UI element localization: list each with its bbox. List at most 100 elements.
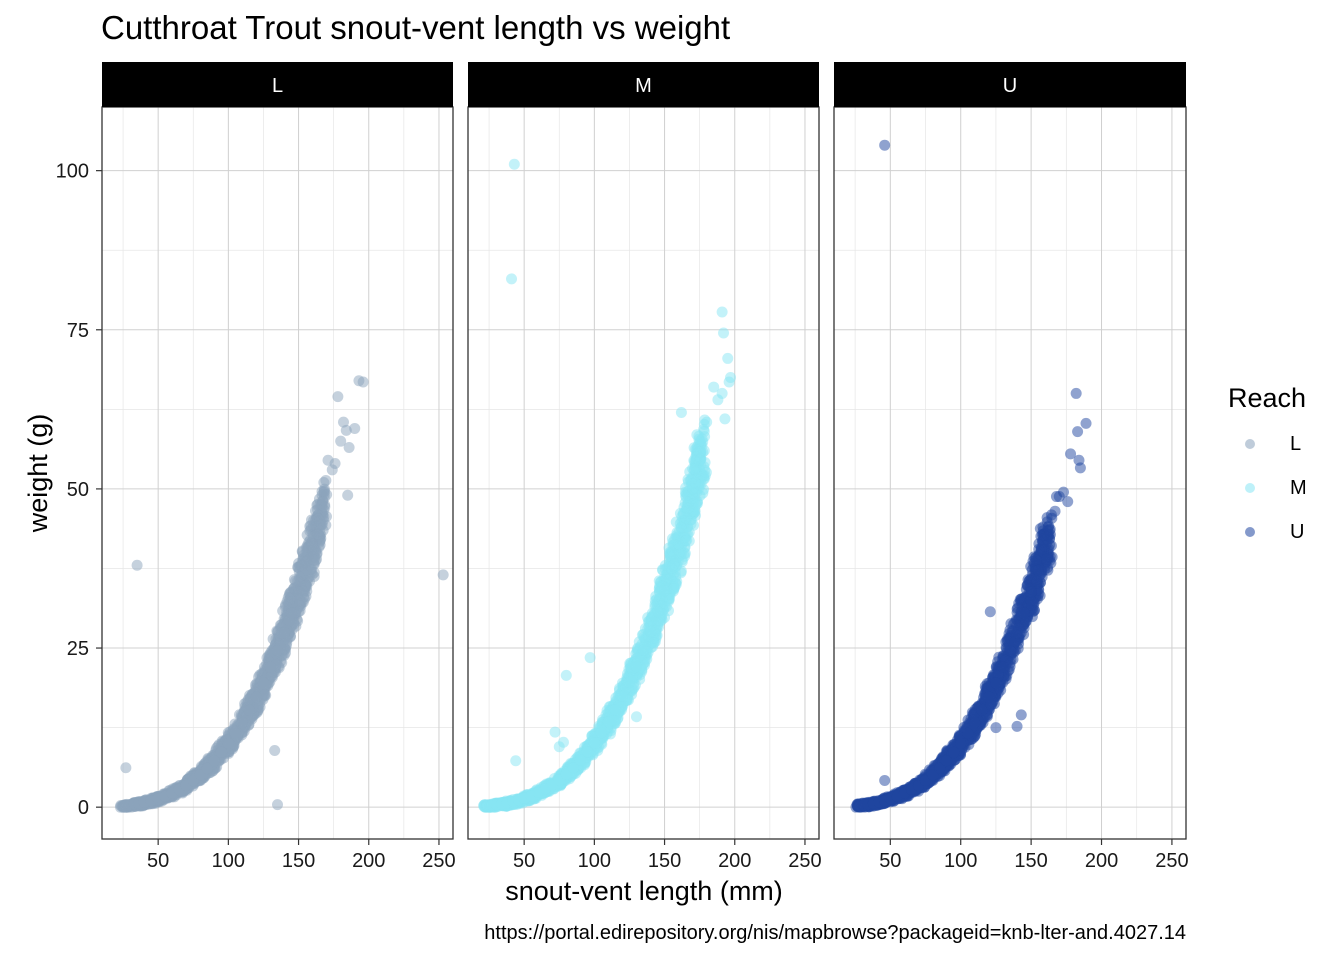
data-point — [321, 489, 333, 501]
data-point — [941, 755, 953, 767]
data-point — [716, 387, 728, 399]
data-point — [675, 522, 687, 534]
facet-strip — [102, 62, 453, 107]
data-point — [269, 745, 281, 757]
data-point — [332, 391, 344, 403]
x-tick-label: 100 — [944, 850, 977, 872]
data-point — [208, 755, 220, 767]
data-point — [313, 528, 325, 540]
legend-label-l: L — [1290, 432, 1302, 455]
legend-label-m: M — [1290, 476, 1307, 499]
data-point — [266, 670, 278, 682]
data-point — [719, 413, 731, 425]
x-tick-label: 200 — [718, 850, 751, 872]
data-point — [322, 454, 334, 466]
data-point — [1062, 496, 1074, 508]
data-point — [272, 645, 283, 657]
data-point — [314, 515, 326, 527]
data-point — [698, 461, 710, 473]
data-point — [645, 625, 657, 637]
data-point — [666, 562, 678, 574]
data-point — [549, 726, 561, 738]
data-point — [680, 512, 692, 524]
data-point — [1070, 387, 1082, 399]
x-tick-label: 150 — [282, 850, 315, 872]
data-point — [305, 520, 317, 532]
data-point — [349, 422, 361, 434]
data-point — [632, 652, 644, 664]
data-point — [725, 372, 737, 384]
data-point — [616, 690, 628, 702]
facet-strip-label: U — [1003, 75, 1017, 97]
data-point — [696, 469, 708, 481]
data-point — [602, 716, 614, 728]
data-point — [1011, 720, 1023, 732]
legend-item-m: M — [1228, 466, 1338, 510]
data-point — [976, 704, 988, 716]
data-point — [1011, 627, 1023, 639]
data-point — [357, 376, 369, 388]
data-point — [927, 769, 939, 781]
x-tick-label: 100 — [578, 850, 611, 872]
data-point — [319, 501, 331, 513]
panel-background — [102, 107, 453, 839]
data-point — [990, 722, 1002, 734]
data-point — [673, 538, 685, 550]
data-point — [229, 727, 241, 739]
x-tick-label: 50 — [879, 850, 901, 872]
data-point — [326, 464, 338, 476]
data-point — [955, 738, 967, 750]
data-point — [506, 273, 518, 285]
data-point — [722, 352, 734, 364]
data-point — [718, 327, 730, 339]
legend: Reach L M U — [1228, 380, 1338, 554]
data-point — [997, 661, 1009, 673]
data-point — [676, 547, 688, 559]
data-point — [1015, 709, 1027, 721]
data-point — [1004, 645, 1016, 657]
data-point — [1049, 505, 1061, 517]
data-point — [962, 727, 974, 739]
x-tick-label: 100 — [212, 850, 245, 872]
data-point — [437, 569, 449, 581]
data-point — [300, 580, 312, 592]
data-point — [630, 661, 642, 673]
data-point — [1074, 462, 1086, 474]
data-point — [990, 677, 1002, 689]
data-point — [342, 489, 354, 501]
data-point — [630, 711, 642, 723]
data-point — [1018, 607, 1030, 619]
data-point — [934, 762, 946, 774]
x-tick-label: 250 — [788, 850, 821, 872]
data-point — [1030, 554, 1042, 566]
data-point — [294, 595, 306, 607]
data-point — [1043, 524, 1055, 536]
data-point — [318, 477, 330, 489]
data-point — [1072, 426, 1084, 438]
data-point — [584, 652, 596, 664]
data-point — [716, 306, 728, 318]
data-point — [272, 799, 283, 811]
data-point — [1020, 616, 1032, 628]
data-point — [311, 553, 323, 565]
data-point — [510, 755, 522, 767]
data-point — [1009, 636, 1021, 648]
facet-strip-label: L — [272, 75, 283, 97]
data-point — [693, 446, 705, 458]
data-point — [300, 564, 312, 576]
data-point — [279, 627, 291, 639]
y-tick-label: 75 — [67, 320, 89, 342]
data-point — [948, 746, 960, 758]
data-point — [983, 691, 995, 703]
data-point — [340, 424, 352, 436]
data-point — [659, 585, 671, 597]
data-point — [343, 442, 355, 454]
data-point — [1031, 575, 1043, 587]
data-point — [879, 139, 891, 151]
legend-label-u: U — [1290, 520, 1305, 543]
data-point — [301, 529, 313, 541]
legend-dot-m — [1245, 483, 1255, 493]
data-point — [689, 463, 701, 475]
